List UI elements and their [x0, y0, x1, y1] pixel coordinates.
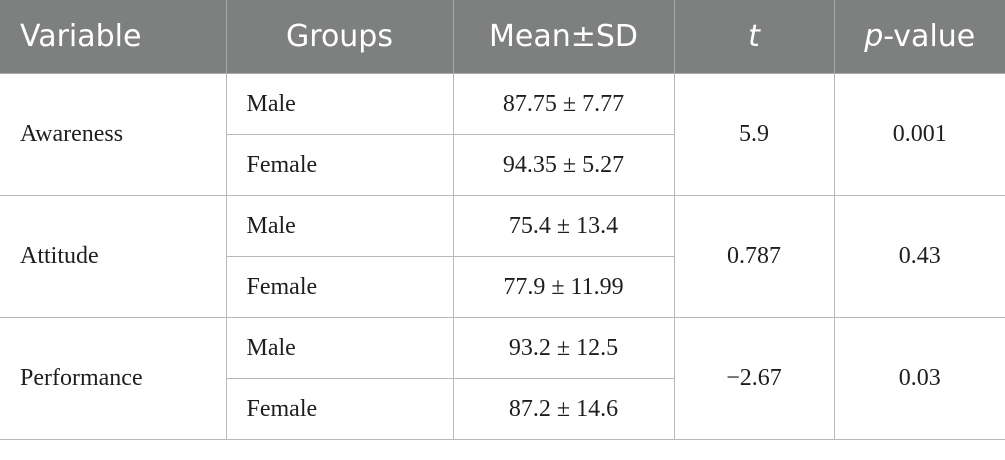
- header-variable: Variable: [0, 0, 227, 74]
- table-row: Attitude Male 75.4 ± 13.4 0.787 0.43: [0, 195, 1005, 318]
- p-value-cell: 0.03: [833, 317, 1005, 440]
- results-table: Variable Groups Mean±SD t p-value Awaren…: [0, 0, 1005, 440]
- header-p-suffix: -value: [883, 19, 976, 54]
- p-value-cell: 0.43: [833, 195, 1005, 318]
- table-body: Awareness Male 87.75 ± 7.77 5.9 0.001 Fe…: [0, 73, 1005, 440]
- header-row: Variable Groups Mean±SD t p-value: [0, 0, 1005, 74]
- header-t: t: [673, 0, 835, 74]
- table-row: Awareness Male 87.75 ± 7.77 5.9 0.001: [0, 73, 1005, 196]
- group-cell: Male: [225, 317, 454, 379]
- group-cell: Female: [226, 378, 454, 440]
- mean-sd-cell: 87.2 ± 14.6: [452, 378, 674, 440]
- table-row: Performance Male 93.2 ± 12.5 −2.67 0.03: [0, 317, 1005, 440]
- t-cell: 5.9: [673, 73, 835, 196]
- mean-sd-cell: 77.9 ± 11.99: [452, 256, 674, 318]
- group-cell: Female: [226, 134, 454, 196]
- group-cell: Male: [225, 195, 454, 257]
- group-cell: Female: [226, 256, 454, 318]
- variable-cell: Awareness: [0, 73, 227, 196]
- header-groups: Groups: [225, 0, 454, 74]
- mean-sd-cell: 94.35 ± 5.27: [452, 134, 674, 196]
- table-row: Female 87.2 ± 14.6: [0, 378, 1005, 440]
- p-value-cell: 0.001: [833, 73, 1005, 196]
- header-p-value: p-value: [833, 0, 1005, 74]
- header-p-italic: p: [864, 19, 884, 54]
- table-row: Female 77.9 ± 11.99: [0, 256, 1005, 318]
- table-header: Variable Groups Mean±SD t p-value: [0, 0, 1005, 74]
- header-mean-sd: Mean±SD: [452, 0, 675, 74]
- mean-sd-cell: 75.4 ± 13.4: [452, 195, 675, 257]
- t-cell: 0.787: [673, 195, 835, 318]
- variable-cell: Attitude: [0, 195, 227, 318]
- t-cell: −2.67: [673, 317, 835, 440]
- table-row: Female 94.35 ± 5.27: [0, 134, 1005, 196]
- variable-cell: Performance: [0, 317, 227, 440]
- header-t-label: t: [748, 19, 760, 54]
- mean-sd-cell: 87.75 ± 7.77: [452, 73, 675, 135]
- mean-sd-cell: 93.2 ± 12.5: [452, 317, 675, 379]
- group-cell: Male: [225, 73, 454, 135]
